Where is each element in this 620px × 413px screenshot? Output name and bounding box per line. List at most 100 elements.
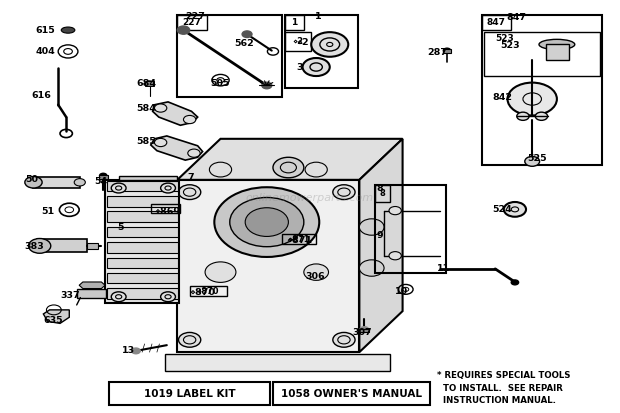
Text: ⋄871: ⋄871 [288, 235, 310, 244]
Bar [482, 14, 511, 30]
Circle shape [161, 183, 175, 193]
Text: 383: 383 [25, 242, 45, 251]
Bar [482, 14, 602, 166]
Bar [107, 288, 178, 299]
Text: 847: 847 [507, 13, 526, 22]
Bar [151, 204, 180, 214]
Text: 523: 523 [495, 34, 514, 43]
Polygon shape [79, 282, 105, 289]
Ellipse shape [61, 27, 75, 33]
Text: 307: 307 [352, 328, 371, 337]
Text: 635: 635 [43, 316, 63, 325]
Circle shape [215, 187, 319, 257]
Circle shape [535, 112, 547, 120]
Circle shape [512, 280, 518, 285]
Text: ⋄869: ⋄869 [154, 207, 180, 216]
Circle shape [389, 252, 401, 260]
Polygon shape [118, 176, 177, 180]
Text: 615: 615 [35, 26, 55, 35]
Text: ⋄871: ⋄871 [286, 236, 312, 244]
Circle shape [516, 112, 529, 120]
Polygon shape [153, 102, 198, 125]
Text: 287: 287 [427, 48, 447, 57]
Bar [375, 185, 446, 273]
Text: 54: 54 [94, 177, 107, 185]
Circle shape [205, 262, 236, 282]
Text: ⋄2: ⋄2 [296, 38, 309, 47]
Circle shape [230, 197, 304, 247]
Circle shape [311, 32, 348, 57]
Bar [360, 329, 370, 332]
Bar [99, 175, 108, 178]
Text: 523: 523 [500, 41, 520, 50]
Circle shape [154, 104, 167, 112]
Text: 8: 8 [377, 183, 383, 192]
Bar [177, 15, 207, 30]
Bar [107, 196, 178, 206]
Bar [375, 185, 390, 202]
Bar [87, 242, 98, 249]
Text: 337: 337 [60, 292, 79, 300]
Circle shape [184, 115, 196, 123]
Polygon shape [177, 139, 402, 180]
Text: 562: 562 [235, 39, 254, 48]
Circle shape [111, 183, 126, 193]
Text: 5: 5 [117, 223, 124, 232]
Text: 842: 842 [493, 93, 513, 102]
Bar [109, 382, 270, 406]
Bar [190, 286, 227, 296]
Circle shape [242, 31, 252, 38]
Circle shape [443, 48, 451, 53]
Bar [33, 176, 80, 188]
Circle shape [74, 178, 86, 186]
Circle shape [154, 138, 167, 147]
Text: 8: 8 [379, 189, 385, 198]
Bar [285, 15, 358, 88]
Text: 227: 227 [185, 12, 205, 21]
Bar [77, 289, 106, 298]
Bar [285, 15, 304, 30]
Text: 1019 LABEL KIT: 1019 LABEL KIT [144, 389, 236, 399]
Circle shape [131, 348, 140, 354]
Text: 525: 525 [527, 154, 547, 163]
Circle shape [305, 162, 327, 177]
Circle shape [245, 208, 288, 237]
Circle shape [177, 26, 190, 34]
Bar [37, 239, 87, 252]
Bar [177, 15, 282, 97]
Circle shape [360, 219, 384, 235]
Bar [105, 180, 179, 303]
Text: 505: 505 [210, 79, 229, 88]
Circle shape [273, 157, 304, 178]
Bar [107, 258, 178, 268]
Text: 3: 3 [296, 62, 303, 71]
Text: 1: 1 [315, 12, 322, 21]
Circle shape [210, 162, 232, 177]
Circle shape [389, 206, 401, 215]
Text: 524: 524 [493, 205, 513, 214]
Circle shape [188, 149, 200, 157]
Bar [145, 81, 154, 86]
Circle shape [161, 292, 175, 301]
Text: 1058 OWNER'S MANUAL: 1058 OWNER'S MANUAL [281, 389, 422, 399]
Text: 684: 684 [136, 79, 156, 88]
Circle shape [100, 173, 107, 178]
Text: onlinemowerparts.com: onlinemowerparts.com [246, 193, 374, 203]
Circle shape [360, 327, 369, 332]
Circle shape [304, 264, 329, 280]
Circle shape [360, 260, 384, 276]
Text: 51: 51 [42, 207, 55, 216]
Text: * REQUIRES SPECIAL TOOLS
  TO INSTALL.  SEE REPAIR
  INSTRUCTION MANUAL.: * REQUIRES SPECIAL TOOLS TO INSTALL. SEE… [436, 371, 570, 406]
Text: 11: 11 [436, 264, 450, 273]
Text: 616: 616 [31, 91, 51, 100]
Text: ⋄2: ⋄2 [293, 37, 304, 46]
Ellipse shape [539, 39, 575, 50]
Text: ⋄870: ⋄870 [190, 288, 216, 297]
Polygon shape [43, 310, 69, 323]
Circle shape [111, 292, 126, 301]
Bar [273, 382, 430, 406]
Circle shape [262, 82, 272, 89]
Bar [177, 180, 360, 352]
Bar [484, 32, 600, 76]
Text: 227: 227 [183, 18, 202, 27]
